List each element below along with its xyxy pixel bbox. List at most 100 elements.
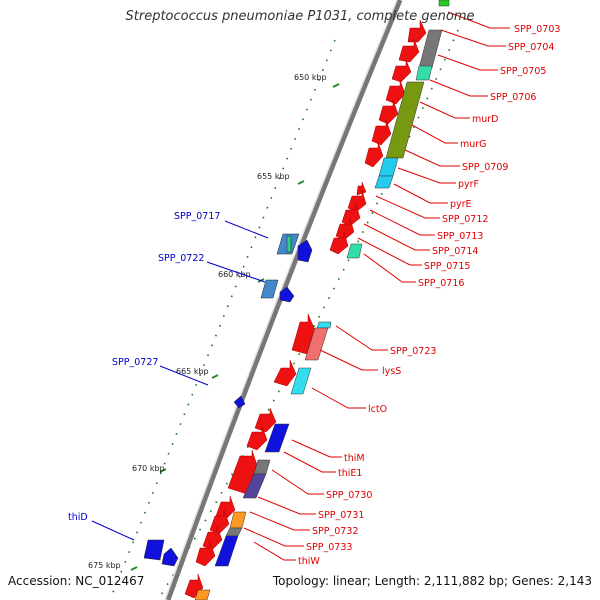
feature-block	[225, 527, 243, 537]
leader-line	[311, 387, 366, 409]
leader-line	[335, 325, 388, 351]
reverse-labels: SPP_0717 SPP_0722 SPP_0727 thiD	[68, 211, 220, 523]
genome-title: Streptococcus pneumoniae P1031, complete…	[125, 9, 475, 24]
gene-label[interactable]: SPP_0705	[500, 66, 546, 77]
cds-arrow	[398, 38, 420, 63]
tick-label: 665 kbp	[176, 367, 209, 376]
gene-label[interactable]: SPP_0733	[306, 542, 352, 553]
feature-block	[253, 459, 271, 475]
tick-mark	[211, 374, 219, 379]
leader-line	[257, 496, 316, 515]
gene-label[interactable]: SPP_0713	[437, 231, 483, 242]
leader-line	[243, 527, 304, 547]
reverse-leader-lines	[91, 220, 269, 541]
gene-label[interactable]: SPP_0715	[424, 261, 470, 272]
gene-label[interactable]: lctO	[368, 404, 387, 415]
gene-label[interactable]: SPP_0704	[508, 42, 554, 53]
tick-mark	[159, 468, 167, 473]
forward-leader-lines	[243, 11, 510, 561]
leader-line	[393, 183, 448, 204]
leader-line	[411, 124, 458, 144]
gene-label[interactable]: thiD	[68, 512, 88, 523]
gene-label[interactable]: murG	[460, 139, 487, 150]
genome-backbone-highlight	[164, 0, 398, 600]
forward-labels: SPP_0703 SPP_0704 SPP_0705 SPP_0706 murD…	[298, 24, 560, 567]
gene-label[interactable]: SPP_0714	[432, 246, 478, 257]
gene-label[interactable]: SPP_0703	[514, 24, 560, 35]
gene-label[interactable]: SPP_0732	[312, 526, 358, 537]
gene-label[interactable]: SPP_0709	[462, 162, 508, 173]
gene-label[interactable]: lysS	[382, 366, 401, 377]
tick-mark	[130, 566, 138, 571]
gene-label[interactable]: SPP_0717	[174, 211, 220, 222]
leader-line	[440, 29, 506, 47]
cds-arrow	[407, 19, 427, 43]
leader-line	[283, 451, 336, 473]
leader-line	[206, 261, 266, 283]
feature-block	[242, 473, 267, 499]
leader-line	[375, 195, 440, 219]
cds-arrow	[195, 541, 216, 567]
cds-arrow	[297, 239, 313, 263]
gene-label[interactable]: SPP_0731	[318, 510, 364, 521]
cds-arrow	[273, 359, 297, 387]
cds-arrow	[143, 539, 165, 561]
cds-arrow	[356, 181, 367, 196]
leader-line	[253, 541, 296, 561]
feature-block	[260, 279, 279, 299]
leader-line	[429, 79, 488, 97]
gene-label[interactable]: thiW	[298, 556, 320, 567]
feature-block	[316, 321, 332, 329]
cds-arrow	[209, 509, 230, 535]
feature-block	[304, 327, 329, 361]
gene-label[interactable]: SPP_0730	[326, 490, 372, 501]
leader-line	[224, 220, 269, 239]
gene-label[interactable]: pyrE	[450, 199, 472, 210]
reverse-feature-track	[143, 233, 313, 567]
cds-arrow	[335, 217, 355, 241]
gene-label[interactable]: SPP_0712	[442, 214, 488, 225]
tick-label: 670 kbp	[132, 464, 165, 473]
leader-line	[249, 511, 310, 531]
feature-block	[290, 367, 312, 395]
feature-block	[418, 29, 443, 69]
gene-label[interactable]: SPP_0723	[390, 346, 436, 357]
gene-label[interactable]: murD	[472, 114, 499, 125]
forward-feature-blocks	[194, 0, 450, 600]
cds-arrow	[254, 407, 277, 433]
feature-block	[378, 157, 399, 177]
feature-block	[385, 81, 425, 159]
cds-arrow	[279, 286, 295, 303]
feature-block	[346, 243, 363, 259]
cds-arrow	[371, 119, 392, 146]
accession-text: Accession: NC_012467	[8, 574, 145, 588]
tick-label: 655 kbp	[257, 172, 290, 181]
gene-label[interactable]: pyrF	[458, 179, 479, 190]
topology-text: Topology: linear; Length: 2,111,882 bp; …	[272, 574, 592, 588]
gene-label[interactable]: SPP_0722	[158, 253, 204, 264]
gene-label[interactable]: thiM	[344, 453, 365, 464]
leader-line	[404, 149, 460, 167]
cds-arrow	[391, 59, 412, 83]
forward-cds-track	[184, 19, 427, 599]
gene-label[interactable]: SPP_0706	[490, 92, 536, 103]
tick-label: 660 kbp	[218, 270, 251, 279]
leader-line	[271, 469, 324, 495]
leader-line	[419, 101, 470, 119]
scale-ticks	[130, 83, 340, 571]
feature-block	[286, 235, 292, 253]
leader-line	[437, 54, 498, 71]
leader-line	[363, 253, 416, 283]
feature-block	[229, 511, 247, 529]
leader-line	[291, 439, 342, 458]
cds-arrow	[233, 395, 246, 409]
gene-label[interactable]: thiE1	[338, 468, 362, 479]
leader-line	[447, 11, 510, 29]
cds-arrow	[347, 189, 367, 213]
feature-block	[264, 423, 290, 453]
tick-mark	[297, 180, 305, 185]
cds-arrow	[246, 425, 268, 451]
gene-label[interactable]: SPP_0727	[112, 357, 158, 368]
gene-label[interactable]: SPP_0716	[418, 278, 464, 289]
tick-mark	[332, 83, 340, 88]
